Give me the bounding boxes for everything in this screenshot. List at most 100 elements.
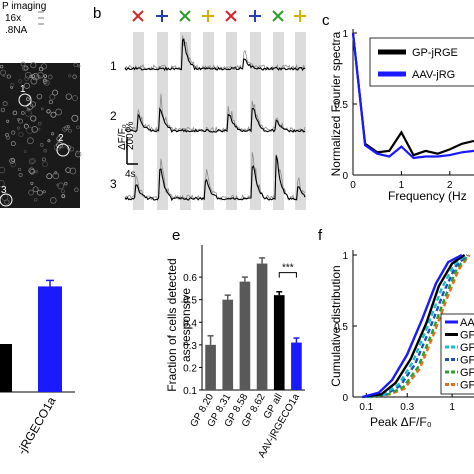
neuron-speck bbox=[39, 143, 44, 147]
y-tick-label: 0.4 bbox=[183, 318, 197, 329]
neuron-speck bbox=[20, 111, 25, 115]
neuron-speck bbox=[47, 74, 53, 80]
cdf-line bbox=[369, 254, 471, 399]
neuron-speck bbox=[0, 166, 6, 174]
y-tick-label: 0.2 bbox=[183, 363, 197, 374]
neuron-speck bbox=[10, 161, 16, 168]
neuron-speck bbox=[76, 125, 80, 130]
neuron-speck bbox=[28, 189, 34, 196]
x-axis-label: Frequency (Hz bbox=[388, 189, 467, 203]
neuron-speck bbox=[54, 171, 58, 175]
neuron-speck bbox=[2, 101, 8, 107]
bar-2 bbox=[222, 299, 234, 390]
neuron-speck bbox=[69, 146, 75, 152]
neuron-speck bbox=[75, 150, 80, 155]
legend-label: GF bbox=[460, 330, 474, 342]
objective-mag: 16x bbox=[5, 13, 21, 24]
y-tick-label: 1 bbox=[342, 251, 348, 262]
legend-label: AAV-jRG bbox=[412, 69, 455, 81]
neuron-speck bbox=[5, 132, 9, 137]
trace-3-mean bbox=[124, 155, 306, 202]
header-text: P imaging bbox=[2, 1, 46, 12]
neuron-speck bbox=[51, 132, 55, 136]
neuron-speck bbox=[65, 167, 71, 173]
cdf-line bbox=[362, 254, 466, 399]
significance-stars: *** bbox=[282, 263, 294, 274]
neuron-speck bbox=[0, 69, 7, 76]
stim-band bbox=[157, 32, 168, 210]
neuron-speck bbox=[71, 114, 79, 122]
stim-icon-stroke bbox=[132, 10, 144, 22]
panel-e: e 0.1 0.2 0.3 0.4 0.5 0.6 Fraction of cells de… bbox=[165, 227, 305, 460]
y-tick-label: 0.3 bbox=[183, 341, 197, 352]
neuron-speck bbox=[66, 125, 70, 129]
bar-1 bbox=[205, 344, 216, 390]
neuron-speck bbox=[55, 108, 62, 116]
neuron-speck bbox=[24, 109, 32, 117]
neuron-speck bbox=[29, 74, 33, 79]
cdf-line bbox=[362, 253, 463, 399]
y-axis-label-line2: as responsive bbox=[179, 288, 193, 362]
neuron-speck bbox=[68, 128, 72, 133]
neuron-speck bbox=[64, 182, 68, 186]
neuron-speck bbox=[73, 62, 78, 68]
neuron-speck bbox=[37, 121, 42, 126]
neuron-speck bbox=[40, 107, 44, 111]
legend-label: GP-jRGE bbox=[412, 47, 458, 59]
neuron-speck bbox=[65, 93, 72, 100]
y-axis-label: Normalized Fourier spectra bbox=[329, 31, 343, 176]
neuron-speck bbox=[10, 141, 16, 147]
neuron-speck bbox=[28, 167, 35, 174]
panel-f: f 0 0.5 1 0.1 0.3 1 Peak ΔF/F₀ Cumulative distr… bbox=[318, 227, 474, 429]
neuron-speck bbox=[36, 93, 43, 100]
neuron-speck bbox=[42, 190, 46, 194]
neuron-speck bbox=[31, 74, 35, 79]
trace-id-2: 2 bbox=[110, 109, 117, 123]
y-axis-label-line1: Fraction of cells detected bbox=[165, 258, 179, 391]
legend-label: AA bbox=[460, 317, 474, 329]
trace-id-1: 1 bbox=[110, 59, 117, 73]
neuron-speck bbox=[60, 189, 65, 194]
stim-band bbox=[250, 32, 261, 210]
neuron-speck bbox=[18, 118, 23, 124]
neuron-speck bbox=[33, 197, 38, 202]
x-tick-label: 2 bbox=[447, 180, 453, 191]
neuron-speck bbox=[29, 169, 36, 175]
neuron-speck bbox=[31, 126, 38, 133]
scale-y-unit: ΔF/F₀ bbox=[117, 124, 128, 150]
neuron-speck bbox=[48, 99, 54, 105]
roi-label-2: 2 bbox=[58, 133, 64, 144]
scale-x-value: 4s bbox=[125, 169, 136, 180]
neuron-speck bbox=[23, 82, 30, 89]
neuron-speck bbox=[11, 130, 16, 135]
neuron-speck bbox=[27, 137, 34, 145]
series-line-2 bbox=[351, 32, 474, 160]
neuron-speck bbox=[42, 79, 48, 84]
neuron-speck bbox=[56, 136, 62, 142]
neuron-speck bbox=[34, 170, 38, 173]
neuron-speck bbox=[41, 157, 46, 162]
fluorescence-traces bbox=[124, 35, 306, 202]
neuron-speck bbox=[52, 172, 60, 180]
neuron-speck bbox=[18, 172, 23, 177]
y-tick-label: 0.1 bbox=[183, 386, 197, 397]
panel-label-b: b bbox=[93, 5, 101, 22]
stim-band bbox=[180, 32, 191, 210]
neuron-speck bbox=[23, 123, 29, 129]
legend-box bbox=[440, 313, 474, 395]
bar-3 bbox=[239, 281, 251, 390]
neuron-speck bbox=[69, 167, 77, 175]
bar-2 bbox=[38, 286, 62, 392]
panel-d: -jRGECO1a bbox=[0, 279, 75, 457]
neuron-speck bbox=[72, 74, 77, 79]
neuron-speck bbox=[22, 65, 28, 71]
neuron-speck bbox=[30, 157, 36, 164]
bar-5 bbox=[273, 295, 285, 390]
bar-1 bbox=[0, 344, 12, 392]
neuron-speck bbox=[37, 127, 41, 131]
neuron-speck bbox=[50, 111, 57, 118]
neuron-speck bbox=[74, 187, 79, 193]
panel-label-f: f bbox=[318, 227, 323, 244]
neuron-speck bbox=[0, 179, 5, 188]
neuron-speck bbox=[4, 199, 10, 205]
